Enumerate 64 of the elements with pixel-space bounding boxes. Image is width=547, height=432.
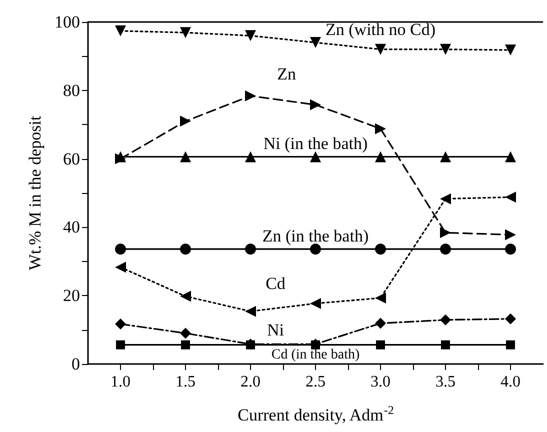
series-label: Cd (in the bath) [271, 347, 360, 362]
point [375, 123, 386, 134]
point [441, 340, 450, 350]
point [506, 340, 515, 350]
y-tick-label: 100 [54, 12, 80, 32]
series-label: Zn (in the bath) [262, 226, 369, 246]
y-axis-title: Wt.% M in the deposit [26, 116, 45, 270]
point [505, 313, 516, 324]
point [440, 151, 451, 162]
point [505, 192, 516, 203]
point [180, 116, 191, 127]
point [181, 340, 190, 350]
point [180, 151, 191, 162]
x-tick-label: 1.5 [176, 374, 196, 390]
point [505, 229, 516, 240]
x-tick-label: 3.0 [370, 374, 390, 390]
series-label: Ni [267, 320, 284, 340]
point [440, 44, 451, 55]
point [310, 298, 321, 309]
point [245, 244, 256, 255]
series-label: Zn (with no Cd) [326, 20, 436, 40]
point [375, 318, 386, 329]
x-tick-label: 4.0 [500, 374, 520, 390]
x-tick-label: 2.5 [306, 374, 326, 390]
point [180, 244, 191, 255]
point [375, 44, 386, 55]
point [375, 244, 386, 255]
point [115, 318, 126, 330]
point [180, 27, 191, 38]
point [180, 328, 191, 339]
point [245, 151, 256, 162]
y-tick-label: 0 [72, 354, 80, 374]
point [440, 227, 451, 238]
point [310, 244, 321, 255]
point [375, 151, 386, 162]
point [440, 244, 451, 255]
point [115, 262, 126, 273]
point [440, 314, 451, 326]
point [505, 244, 516, 255]
point [115, 25, 126, 36]
point [505, 151, 516, 162]
series-label: Zn [277, 64, 296, 84]
series-label: Ni (in the bath) [263, 134, 368, 154]
x-tick-label: 1.0 [110, 374, 130, 390]
point [245, 30, 256, 42]
point [245, 306, 256, 317]
point [376, 340, 385, 350]
point [310, 99, 321, 110]
point [116, 340, 125, 350]
point [180, 290, 191, 302]
x-tick-label: 2.0 [240, 374, 260, 390]
point [375, 292, 386, 304]
point [115, 244, 126, 255]
point [505, 44, 516, 56]
y-tick-label: 60 [63, 149, 80, 168]
x-tick-label: 3.5 [436, 374, 456, 390]
series-label: Cd [266, 274, 286, 293]
point [310, 151, 321, 162]
y-tick-label: 20 [63, 286, 80, 306]
y-tick-label: 80 [63, 80, 80, 100]
y-tick-label: 40 [63, 218, 80, 237]
point [245, 90, 256, 102]
point [310, 37, 321, 48]
point [440, 193, 451, 204]
